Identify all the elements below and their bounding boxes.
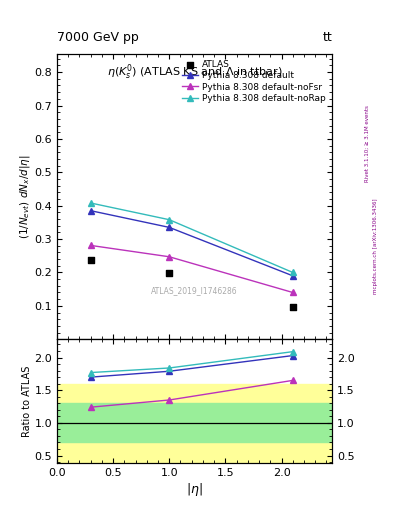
- Bar: [57, 383, 332, 462]
- Text: mcplots.cern.ch [arXiv:1306.3436]: mcplots.cern.ch [arXiv:1306.3436]: [373, 198, 378, 293]
- Text: $\eta(K^0_s)$ (ATLAS KS and $\Lambda$ in ttbar): $\eta(K^0_s)$ (ATLAS KS and $\Lambda$ in…: [107, 62, 282, 82]
- Pythia 8.308 default-noFsr: [88, 242, 93, 248]
- Pythia 8.308 default-noRap: [167, 217, 172, 223]
- Pythia 8.308 default: [290, 273, 295, 279]
- Text: ATLAS_2019_I1746286: ATLAS_2019_I1746286: [151, 286, 238, 295]
- Line: Pythia 8.308 default: Pythia 8.308 default: [88, 207, 296, 279]
- Text: Rivet 3.1.10; ≥ 3.1M events: Rivet 3.1.10; ≥ 3.1M events: [365, 105, 370, 182]
- Bar: [57, 403, 332, 442]
- Y-axis label: $(1/N_{evt})$ $dN_x/d|\eta|$: $(1/N_{evt})$ $dN_x/d|\eta|$: [18, 154, 31, 239]
- Pythia 8.308 default: [167, 224, 172, 230]
- ATLAS: [88, 256, 94, 264]
- Line: Pythia 8.308 default-noRap: Pythia 8.308 default-noRap: [88, 200, 296, 275]
- Line: Pythia 8.308 default-noFsr: Pythia 8.308 default-noFsr: [88, 242, 296, 295]
- Text: tt: tt: [322, 31, 332, 44]
- Pythia 8.308 default: [88, 208, 93, 214]
- Pythia 8.308 default-noFsr: [290, 289, 295, 295]
- Text: 7000 GeV pp: 7000 GeV pp: [57, 31, 139, 44]
- Y-axis label: Ratio to ATLAS: Ratio to ATLAS: [22, 366, 31, 437]
- Pythia 8.308 default-noRap: [88, 200, 93, 206]
- Pythia 8.308 default-noFsr: [167, 253, 172, 260]
- ATLAS: [290, 303, 296, 311]
- ATLAS: [166, 269, 173, 278]
- Pythia 8.308 default-noRap: [290, 269, 295, 275]
- Legend: ATLAS, Pythia 8.308 default, Pythia 8.308 default-noFsr, Pythia 8.308 default-no: ATLAS, Pythia 8.308 default, Pythia 8.30…: [178, 56, 329, 106]
- X-axis label: |$\eta$|: |$\eta$|: [186, 481, 203, 498]
